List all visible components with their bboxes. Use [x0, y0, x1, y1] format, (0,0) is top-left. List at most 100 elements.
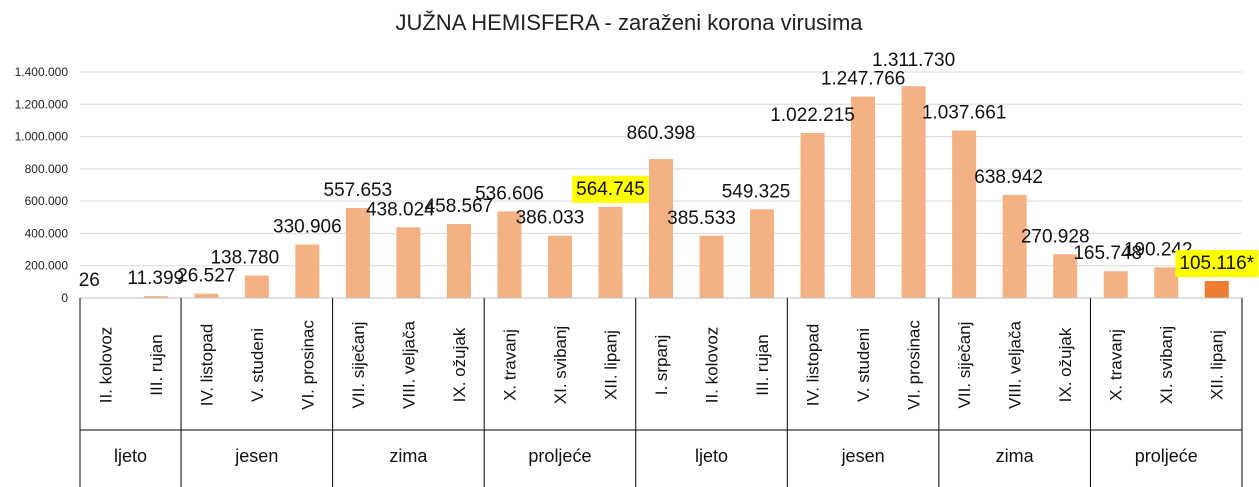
data-label: 138.780 — [210, 248, 279, 269]
bar — [295, 244, 320, 298]
bar — [598, 206, 623, 298]
data-label-group: 1.247.766 — [821, 69, 906, 90]
data-label-group: 26.527 — [177, 266, 235, 287]
data-label-group: 270.928 — [1021, 226, 1090, 247]
data-label: 557.653 — [324, 180, 393, 201]
data-label: 190.242 — [1124, 239, 1193, 260]
data-label: 330.906 — [273, 217, 342, 238]
bar — [699, 235, 724, 298]
data-label-group: 638.942 — [974, 167, 1043, 188]
data-label-group: 536.606 — [475, 183, 544, 204]
data-label-group: 105.116* — [1175, 250, 1259, 278]
season-label: jesen — [841, 446, 885, 466]
x-tick-label: III. rujan — [753, 334, 772, 395]
data-label-group: 458.567 — [425, 196, 494, 217]
data-label-group: 438.024 — [366, 199, 435, 220]
data-label-group: 1.311.730 — [872, 50, 955, 71]
data-label-group: 1.037.661 — [922, 102, 1007, 123]
x-tick-label: I. srpanj — [652, 335, 671, 395]
bar — [649, 159, 673, 298]
y-tick-label: 1.200.000 — [15, 97, 69, 111]
bar — [194, 293, 219, 298]
x-tick-label: XII. lipanj — [1208, 330, 1227, 400]
y-tick-label: 0 — [61, 291, 68, 305]
bar — [143, 296, 168, 298]
x-tick-label: V. studeni — [854, 328, 873, 402]
x-tick-label: VII. siječanj — [955, 322, 974, 409]
x-tick-label: V. studeni — [248, 328, 267, 402]
y-tick-label: 200.000 — [25, 259, 69, 273]
data-label: 438.024 — [366, 199, 435, 220]
data-label-group: 386.033 — [516, 208, 585, 229]
bar — [750, 209, 775, 298]
data-label: 385.533 — [667, 208, 736, 229]
x-tick-label: VII. siječanj — [349, 322, 368, 409]
data-label-group: 557.653 — [324, 180, 393, 201]
x-tick-label: VI. prosinac — [905, 320, 924, 410]
data-label: 386.033 — [516, 208, 585, 229]
bar — [547, 235, 572, 298]
data-label: 1.247.766 — [821, 69, 906, 90]
y-tick-label: 1.000.000 — [15, 130, 69, 144]
data-label-group: 26 — [79, 270, 100, 291]
data-label: 1.311.730 — [872, 50, 955, 71]
season-label: ljeto — [114, 446, 147, 466]
bar — [345, 207, 370, 298]
data-label: 549.325 — [722, 181, 791, 202]
data-label: 165.748 — [1073, 243, 1142, 264]
y-tick-label: 600.000 — [25, 194, 69, 208]
data-label-group: 330.906 — [273, 217, 342, 238]
data-label-group: 549.325 — [722, 181, 791, 202]
season-label: proljeće — [1135, 446, 1198, 466]
x-tick-label: IX. ožujak — [1056, 327, 1075, 402]
data-label-highlight — [572, 175, 649, 203]
bar — [244, 275, 269, 298]
data-label-group: 11.399 — [127, 268, 184, 289]
data-label: 638.942 — [974, 167, 1043, 188]
bar — [497, 211, 522, 298]
data-label-group: 1.022.215 — [770, 105, 855, 126]
x-tick-label: XI. svibanj — [551, 326, 570, 404]
data-label-group: 138.780 — [210, 248, 279, 269]
data-label: 458.567 — [425, 196, 494, 217]
data-label-group: 190.242 — [1124, 239, 1193, 260]
data-label: 26.527 — [177, 266, 235, 287]
bar — [1002, 194, 1027, 298]
data-label: 564.745 — [576, 179, 645, 200]
data-label: 26 — [79, 270, 100, 291]
x-tick-label: IV. listopad — [804, 324, 823, 407]
x-tick-label: IV. listopad — [197, 324, 216, 407]
x-tick-label: VIII. veljača — [1006, 321, 1025, 409]
chart-title: JUŽNA HEMISFERA - zaraženi korona virusi… — [395, 10, 863, 35]
data-label-group: 860.398 — [627, 123, 696, 144]
bar — [396, 227, 421, 298]
x-tick-label: IX. ožujak — [450, 327, 469, 402]
data-label-group: 385.533 — [667, 208, 736, 229]
season-label: zima — [389, 446, 428, 466]
x-tick-label: XII. lipanj — [601, 330, 620, 400]
bars — [93, 86, 1229, 299]
season-label: proljeće — [528, 446, 591, 466]
data-label-group: 165.748 — [1073, 243, 1142, 264]
data-label-group: 564.745 — [572, 175, 649, 203]
y-tick-label: 800.000 — [25, 162, 69, 176]
x-axis: II. kolovoz III. rujan IV. listopad V. stud… — [79, 297, 1243, 487]
x-tick-label: VIII. veljača — [399, 321, 418, 409]
x-tick-label: II. kolovoz — [96, 327, 115, 404]
bar — [901, 86, 926, 298]
bar — [952, 130, 977, 298]
y-axis: 0 200.000 400.000 600.000 800.000 1.000.000 1.… — [15, 65, 69, 305]
bar — [800, 132, 825, 298]
bar — [446, 223, 471, 298]
bar — [1053, 254, 1078, 298]
data-label: 860.398 — [627, 123, 696, 144]
data-label: 105.116* — [1179, 253, 1254, 274]
data-label: 1.037.661 — [922, 102, 1007, 123]
data-label: 1.022.215 — [770, 105, 855, 126]
data-label: 270.928 — [1021, 226, 1090, 247]
data-label-highlight — [1175, 250, 1259, 278]
season-label: zima — [996, 446, 1035, 466]
x-tick-label: X. travanj — [500, 329, 519, 401]
